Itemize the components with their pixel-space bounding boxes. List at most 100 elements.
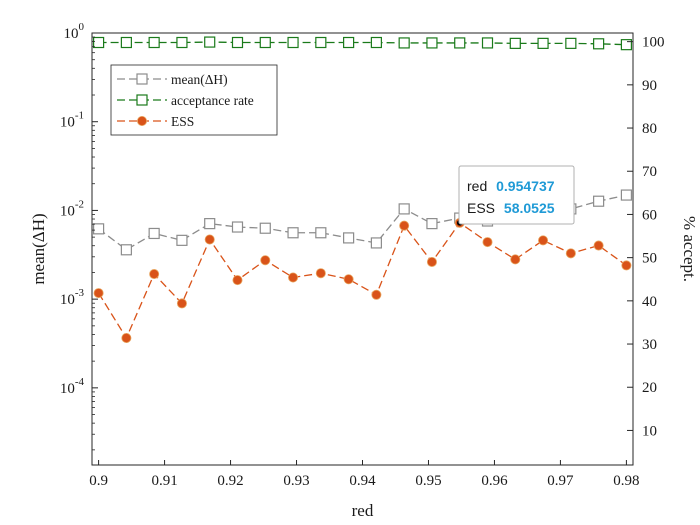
data-point[interactable]	[92, 36, 105, 49]
data-point[interactable]	[371, 289, 382, 300]
data-point[interactable]	[315, 36, 327, 49]
right-y-tick-label: 20	[642, 380, 657, 396]
data-point[interactable]	[204, 36, 216, 48]
data-point[interactable]	[481, 37, 494, 49]
legend-label: mean(ΔH)	[171, 72, 228, 87]
data-point[interactable]	[398, 37, 410, 49]
data-point[interactable]	[620, 39, 633, 51]
left-y-tick-label: 10-1	[60, 110, 84, 131]
left-y-tick-label: 10-2	[60, 198, 84, 219]
x-tick-label: 0.96	[481, 473, 508, 489]
data-point[interactable]	[510, 254, 521, 265]
data-point[interactable]	[593, 38, 605, 50]
data-point[interactable]	[176, 36, 188, 49]
data-point[interactable]	[204, 234, 215, 245]
left-y-tick-label: 10-3	[60, 287, 85, 308]
left-y-tick-exponent: -2	[75, 198, 84, 210]
legend[interactable]: mean(ΔH) acceptance rate ESS	[110, 64, 278, 136]
data-point[interactable]	[620, 189, 633, 201]
data-point[interactable]	[260, 255, 271, 266]
x-axis: 0.9 0.91 0.92 0.93 0.94 0.95 0.96 0.97 0.98	[89, 460, 640, 489]
data-point[interactable]	[315, 268, 326, 279]
data-point[interactable]	[370, 237, 382, 249]
data-point[interactable]	[509, 37, 521, 49]
data-point[interactable]	[593, 195, 605, 207]
series-ess	[93, 217, 632, 343]
left-y-tick-base: 10	[60, 292, 75, 308]
data-point[interactable]	[231, 36, 244, 49]
datatip[interactable]: red 0.954737 ESS 58.0525	[456, 165, 575, 226]
data-point[interactable]	[259, 222, 271, 234]
data-point[interactable]	[121, 332, 132, 343]
x-axis-title: red	[352, 501, 374, 520]
data-point[interactable]	[287, 36, 299, 49]
left-y-tick-exponent: 0	[79, 21, 85, 33]
data-point[interactable]	[287, 227, 299, 239]
data-point[interactable]	[538, 235, 549, 246]
left-y-axis-title: mean(ΔH)	[29, 213, 48, 284]
data-point[interactable]	[537, 37, 549, 49]
datatip-x-row: red 0.954737	[467, 178, 555, 194]
x-tick-label: 0.93	[283, 473, 309, 489]
data-point[interactable]	[343, 232, 355, 244]
data-point[interactable]	[259, 36, 271, 49]
legend-entry[interactable]: ESS	[117, 114, 194, 129]
right-y-tick-label: 70	[642, 164, 657, 180]
data-point[interactable]	[343, 274, 354, 285]
data-point[interactable]	[343, 36, 355, 49]
data-point[interactable]	[426, 256, 437, 267]
right-y-tick-label: 60	[642, 207, 657, 223]
data-point[interactable]	[370, 36, 382, 49]
legend-entry[interactable]: acceptance rate	[117, 93, 254, 108]
data-point[interactable]	[565, 37, 577, 49]
data-point[interactable]	[454, 37, 466, 49]
data-point[interactable]	[92, 223, 105, 235]
left-y-tick-label: 100	[64, 21, 85, 42]
left-y-tick-base: 10	[60, 381, 75, 397]
x-tick-label: 0.91	[151, 473, 177, 489]
series-layer	[92, 36, 633, 343]
data-point[interactable]	[120, 244, 132, 256]
data-point[interactable]	[482, 237, 493, 248]
right-y-axis: 10 20 30 40 50 60 70 80 90 100	[627, 35, 665, 439]
right-y-tick-label: 90	[642, 78, 657, 94]
data-point[interactable]	[148, 36, 160, 49]
data-point[interactable]	[231, 221, 244, 233]
x-tick-label: 0.9	[89, 473, 108, 489]
data-point[interactable]	[204, 218, 216, 230]
right-y-tick-label: 80	[642, 121, 657, 137]
legend-entry[interactable]: mean(ΔH)	[117, 72, 228, 87]
datatip-y-value: 58.0525	[504, 200, 555, 216]
left-y-tick-exponent: -4	[75, 376, 85, 388]
left-y-tick-exponent: -1	[75, 110, 84, 122]
left-y-tick-label: 10-4	[60, 376, 85, 397]
right-y-tick-label: 40	[642, 294, 657, 310]
left-y-tick-exponent: -3	[75, 287, 85, 299]
data-point[interactable]	[149, 269, 160, 280]
data-point[interactable]	[426, 218, 438, 230]
datatip-y-label: ESS	[467, 200, 495, 216]
data-point[interactable]	[232, 275, 243, 286]
legend-label: ESS	[171, 114, 194, 129]
data-point[interactable]	[315, 227, 327, 239]
x-tick-label: 0.95	[415, 473, 441, 489]
left-y-tick-base: 10	[64, 26, 79, 42]
legend-marker	[136, 94, 148, 106]
data-point[interactable]	[426, 37, 438, 49]
data-point[interactable]	[398, 203, 410, 215]
right-y-axis-title: % accept.	[680, 216, 699, 282]
data-point[interactable]	[565, 248, 576, 259]
right-y-tick-label: 50	[642, 251, 657, 267]
data-point[interactable]	[399, 220, 410, 231]
datatip-x-label: red	[467, 178, 487, 194]
right-y-tick-label: 100	[642, 35, 665, 51]
data-point[interactable]	[148, 227, 160, 240]
data-point[interactable]	[176, 234, 188, 246]
data-point[interactable]	[593, 240, 604, 251]
data-point[interactable]	[288, 272, 299, 283]
data-point[interactable]	[120, 36, 132, 49]
data-point[interactable]	[621, 260, 632, 271]
legend-entries: mean(ΔH) acceptance rate ESS	[117, 72, 254, 129]
data-point[interactable]	[176, 298, 187, 309]
data-point[interactable]	[93, 288, 104, 299]
